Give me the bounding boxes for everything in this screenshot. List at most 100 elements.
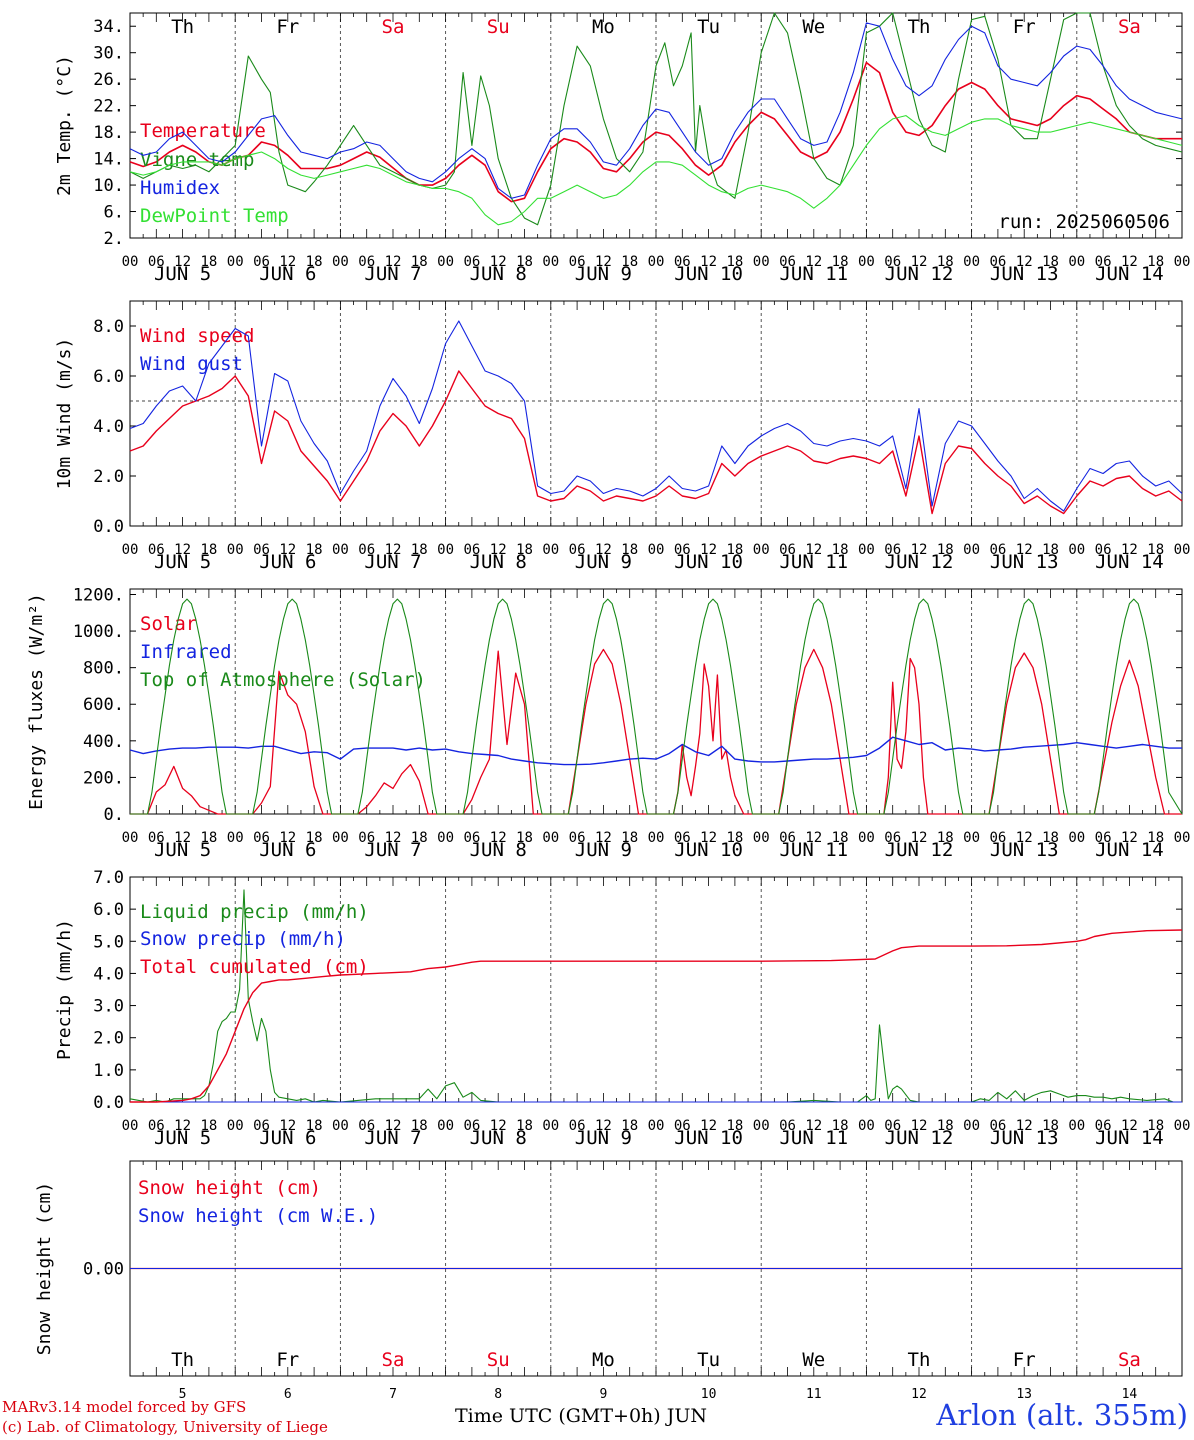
- hour-tick-label: 12: [279, 1118, 296, 1134]
- copyright-line: (c) Lab. of Climatology, University of L…: [2, 1418, 328, 1436]
- day-of-week-label: Fr: [1013, 16, 1036, 38]
- model-credit-line: MARv3.14 model forced by GFS: [2, 1398, 247, 1416]
- hour-tick-label: 00: [332, 254, 349, 270]
- hour-tick-label: 06: [779, 830, 796, 846]
- hour-tick-label: 00: [542, 542, 559, 558]
- date-label: JUN 13: [990, 551, 1059, 573]
- hour-tick-label: 00: [858, 1118, 875, 1134]
- date-label: JUN 11: [779, 1127, 848, 1149]
- hour-tick-label: 06: [463, 542, 480, 558]
- hour-tick-label: 00: [227, 254, 244, 270]
- hour-tick-label: 18: [1147, 830, 1164, 846]
- hour-tick-label: 00: [963, 1118, 980, 1134]
- day-number-label: 8: [494, 1387, 502, 1402]
- y-tick-label: 0.0: [93, 517, 124, 537]
- day-number-label: 6: [284, 1387, 292, 1402]
- hour-tick-label: 06: [674, 1118, 691, 1134]
- date-label: JUN 5: [154, 839, 211, 861]
- hour-tick-label: 00: [122, 254, 139, 270]
- date-label: JUN 14: [1095, 1127, 1164, 1149]
- legend-entry: Snow height (cm W.E.): [138, 1205, 378, 1227]
- date-label: JUN 6: [259, 839, 316, 861]
- hour-tick-label: 12: [700, 542, 717, 558]
- date-label: JUN 10: [674, 839, 743, 861]
- series-line-top-of-atmosphere-solar-: [130, 598, 1183, 815]
- hour-tick-label: 18: [832, 830, 849, 846]
- hour-tick-label: 18: [1147, 1118, 1164, 1134]
- hour-tick-label: 18: [726, 254, 743, 270]
- hour-tick-label: 06: [148, 254, 165, 270]
- date-label: JUN 10: [674, 551, 743, 573]
- y-tick-label: 26.: [93, 70, 124, 90]
- hour-tick-label: 12: [385, 542, 402, 558]
- day-of-week-label: Fr: [276, 1349, 299, 1371]
- hour-tick-label: 00: [437, 254, 454, 270]
- hour-tick-label: 00: [122, 542, 139, 558]
- day-of-week-label: Sa: [1118, 1349, 1141, 1371]
- hour-tick-label: 18: [200, 1118, 217, 1134]
- series-line-vigne-temp: [129, 12, 1183, 226]
- date-label: JUN 9: [575, 551, 632, 573]
- hour-tick-label: 12: [174, 830, 191, 846]
- panel-wind: 0.0 2.0 4.0 6.0 8.0 10m Wind (m/s) Wind speed W…: [54, 300, 1190, 573]
- hour-tick-label: 12: [490, 1118, 507, 1134]
- day-of-week-label: Tu: [697, 16, 720, 38]
- hour-tick-label: 18: [411, 1118, 428, 1134]
- day-number-label: 5: [179, 1387, 187, 1402]
- day-of-week-label: Su: [487, 16, 510, 38]
- hour-tick-label: 18: [1042, 1118, 1059, 1134]
- hour-tick-label: 00: [437, 542, 454, 558]
- hour-tick-label: 18: [1042, 830, 1059, 846]
- y-tick-label: 18.: [93, 123, 124, 143]
- hour-tick-label: 18: [937, 542, 954, 558]
- hour-tick-label: 06: [884, 254, 901, 270]
- y-tick-label: 22.: [93, 97, 124, 117]
- hour-tick-label: 00: [227, 542, 244, 558]
- date-label: JUN 12: [885, 839, 954, 861]
- hour-tick-label: 12: [1016, 830, 1033, 846]
- y-tick-label: 8.0: [93, 317, 124, 337]
- date-label: JUN 6: [259, 551, 316, 573]
- hour-tick-label: 18: [411, 254, 428, 270]
- hour-tick-label: 06: [463, 254, 480, 270]
- y-tick-label: 0.: [104, 805, 124, 825]
- y-tick-label: 4.0: [93, 417, 124, 437]
- hour-tick-label: 06: [884, 542, 901, 558]
- y-axis-label: Precip (mm/h): [54, 919, 75, 1060]
- hour-tick-label: 00: [1174, 254, 1191, 270]
- hour-tick-label: 06: [1095, 542, 1112, 558]
- date-label: JUN 11: [779, 263, 848, 285]
- day-of-week-label: Sa: [382, 16, 405, 38]
- date-label: JUN 6: [259, 263, 316, 285]
- date-label: JUN 10: [674, 263, 743, 285]
- hour-tick-label: 18: [621, 254, 638, 270]
- y-tick-label: 2.0: [93, 1029, 124, 1049]
- legend-entry: Total cumulated (cm): [140, 956, 369, 978]
- y-tick-label: 6.: [104, 203, 124, 223]
- hour-tick-label: 06: [253, 254, 270, 270]
- hour-tick-label: 06: [569, 542, 586, 558]
- y-tick-label: 0.0: [93, 1093, 124, 1113]
- hour-tick-label: 06: [253, 830, 270, 846]
- day-of-week-label: Th: [171, 1349, 194, 1371]
- y-tick-label: 600.: [83, 695, 124, 715]
- hour-tick-label: 12: [1016, 254, 1033, 270]
- y-tick-label: 1.0: [93, 1061, 124, 1081]
- y-tick-label: 5.0: [93, 932, 124, 952]
- day-of-week-label: Su: [487, 1349, 510, 1371]
- hour-tick-label: 12: [1016, 542, 1033, 558]
- hour-tick-label: 06: [463, 830, 480, 846]
- day-of-week-label: Sa: [1118, 16, 1141, 38]
- y-tick-label: 14.: [93, 150, 124, 170]
- hour-tick-label: 00: [437, 830, 454, 846]
- hour-tick-label: 06: [358, 830, 375, 846]
- hour-tick-label: 18: [937, 830, 954, 846]
- legend-entry: Wind gust: [140, 353, 243, 375]
- hour-tick-label: 06: [148, 542, 165, 558]
- hour-tick-label: 12: [174, 1118, 191, 1134]
- hour-tick-label: 06: [989, 254, 1006, 270]
- hour-tick-label: 06: [1095, 1118, 1112, 1134]
- series-line-wind-gust: [129, 320, 1183, 512]
- day-of-week-label: Fr: [276, 16, 299, 38]
